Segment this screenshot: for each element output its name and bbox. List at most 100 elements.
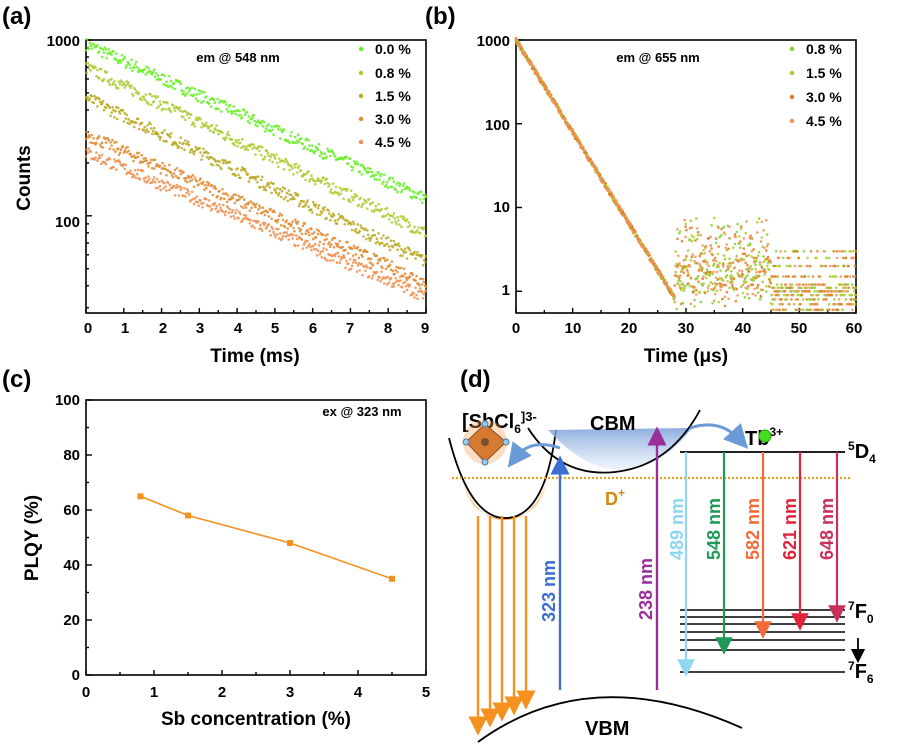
pb-point-3 <box>566 122 570 126</box>
pa-point-3 <box>405 278 409 282</box>
pa-point-0 <box>420 201 424 204</box>
pb-point-1 <box>749 265 753 268</box>
pb-point-2 <box>834 264 837 268</box>
pa-point-4 <box>316 249 320 252</box>
pa-point-0 <box>252 113 255 117</box>
pa-point-3 <box>304 232 308 235</box>
pa-point-2 <box>151 132 154 136</box>
pb-point-1 <box>775 283 779 286</box>
pb-ytick-10: 10 <box>493 199 510 216</box>
pa-point-3 <box>328 241 331 244</box>
pa-point-3 <box>90 133 93 137</box>
pa-legend-marker-3 <box>358 116 364 122</box>
pb-point-3 <box>798 264 801 268</box>
pa-point-0 <box>239 113 242 117</box>
pa-point-1 <box>359 196 363 200</box>
pb-point-0 <box>800 286 803 290</box>
pa-point-2 <box>179 136 182 139</box>
pa-point-4 <box>375 270 379 274</box>
pa-point-3 <box>141 160 145 164</box>
pa-point-2 <box>364 227 367 230</box>
pb-point-3 <box>852 256 856 260</box>
pb-point-2 <box>766 255 770 259</box>
pb-point-2 <box>680 239 684 243</box>
panel-d: (d) [SbCl6]3- CBM Tb3+ D+ <box>448 366 876 743</box>
pa-point-1 <box>269 155 273 159</box>
pb-point-2 <box>800 293 803 297</box>
pa-point-4 <box>223 213 227 217</box>
pb-point-0 <box>821 308 825 312</box>
pa-point-1 <box>155 106 159 110</box>
pa-point-4 <box>271 227 274 231</box>
pa-point-4 <box>167 182 170 185</box>
pa-point-2 <box>355 231 359 234</box>
pb-point-3 <box>791 275 795 278</box>
pb-point-3 <box>761 269 764 273</box>
pa-point-2 <box>391 245 395 249</box>
pa-point-4 <box>226 206 230 209</box>
pa-point-0 <box>209 105 213 108</box>
pa-point-0 <box>247 115 251 118</box>
pa-point-2 <box>386 236 390 239</box>
pa-point-2 <box>90 94 93 98</box>
pa-point-3 <box>175 167 179 170</box>
pa-point-4 <box>172 184 176 188</box>
pb-point-2 <box>735 288 738 291</box>
pb-point-1 <box>728 257 731 260</box>
pa-point-4 <box>336 251 340 255</box>
pb-point-3 <box>830 290 834 293</box>
pb-point-2 <box>761 288 764 292</box>
pa-point-0 <box>134 60 138 64</box>
pb-legend-marker-2 <box>789 94 795 100</box>
pa-point-2 <box>192 152 196 156</box>
pa-point-2 <box>424 254 428 258</box>
pa-point-3 <box>184 179 187 182</box>
pb-point-1 <box>800 264 803 268</box>
pb-point-3 <box>740 269 744 273</box>
pb-point-0 <box>718 235 721 239</box>
pb-annotation: em @ 655 nm <box>616 50 700 65</box>
pa-point-2 <box>280 190 284 193</box>
pb-point-0 <box>791 286 794 290</box>
pa-point-2 <box>205 156 209 159</box>
pa-point-1 <box>267 154 271 157</box>
pb-point-3 <box>815 293 818 297</box>
pa-point-0 <box>128 63 131 66</box>
pb-point-2 <box>755 256 758 260</box>
pb-point-3 <box>732 266 736 270</box>
pb-point-3 <box>677 254 680 258</box>
pa-point-2 <box>92 101 95 105</box>
pa-point-3 <box>408 275 412 278</box>
pb-point-1 <box>778 264 781 268</box>
pb-point-0 <box>802 250 806 253</box>
pa-point-3 <box>238 198 241 201</box>
pa-point-4 <box>350 264 354 268</box>
pa-point-1 <box>393 217 397 220</box>
pb-point-3 <box>649 257 652 260</box>
pa-point-1 <box>183 109 186 113</box>
pb-point-1 <box>827 302 831 306</box>
pa-point-2 <box>109 114 112 118</box>
pb-point-1 <box>729 264 732 268</box>
pa-point-3 <box>100 141 104 145</box>
pb-point-1 <box>772 308 775 312</box>
pa-point-4 <box>306 239 309 243</box>
pb-point-1 <box>704 276 708 280</box>
pa-point-1 <box>226 130 230 134</box>
pb-point-1 <box>815 256 818 260</box>
pa-point-4 <box>303 241 307 245</box>
pb-point-1 <box>682 289 686 293</box>
pa-point-0 <box>415 196 418 200</box>
pb-point-2 <box>756 286 759 290</box>
pa-point-2 <box>371 228 375 232</box>
pa-point-2 <box>88 97 92 101</box>
pa-point-2 <box>327 209 330 212</box>
pb-point-2 <box>713 256 717 260</box>
pb-point-3 <box>669 288 673 292</box>
pa-point-0 <box>172 81 176 85</box>
pa-point-4 <box>86 151 90 154</box>
pb-point-2 <box>843 275 847 278</box>
pa-point-4 <box>410 293 414 297</box>
pb-point-2 <box>698 254 702 258</box>
pa-point-4 <box>217 209 220 213</box>
